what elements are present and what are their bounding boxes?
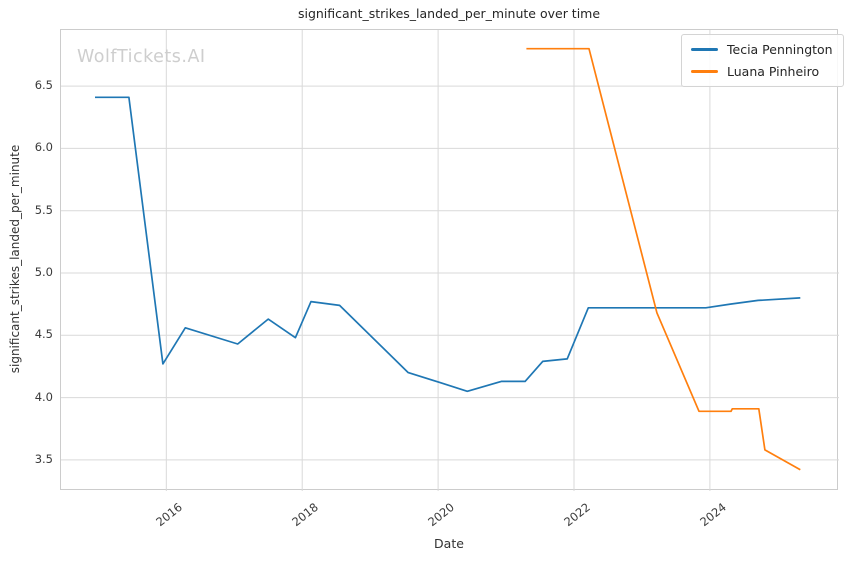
legend-label: Luana Pinheiro xyxy=(727,64,820,79)
x-tick-label: 2022 xyxy=(560,500,593,530)
x-tick-label: 2016 xyxy=(153,500,185,530)
legend-swatch-luana-pinheiro xyxy=(691,70,718,73)
y-tick-label: 6.0 xyxy=(34,140,53,155)
chart-canvas xyxy=(61,30,839,491)
y-tick-label: 4.5 xyxy=(34,327,53,342)
y-tick-label: 5.5 xyxy=(34,202,53,217)
watermark: WolfTickets.AI xyxy=(77,47,206,67)
plot-area: WolfTickets.AI Tecia Pennington Luana Pi… xyxy=(60,29,844,491)
legend-swatch-tecia-pennington xyxy=(691,48,718,51)
x-tick-label: 2018 xyxy=(289,500,321,530)
x-tick-label: 2020 xyxy=(425,500,457,530)
legend: Tecia Pennington Luana Pinheiro xyxy=(681,34,844,87)
chart-title: significant_strikes_landed_per_minute ov… xyxy=(297,6,601,21)
y-tick-label: 3.5 xyxy=(34,451,53,466)
legend-label: Tecia Pennington xyxy=(727,42,833,57)
x-axis-label: Date xyxy=(434,536,464,551)
legend-item: Luana Pinheiro xyxy=(691,64,833,79)
y-axis-label: significant_strikes_landed_per_minute xyxy=(8,144,22,374)
legend-item: Tecia Pennington xyxy=(691,42,833,57)
x-tick-label: 2024 xyxy=(696,500,729,530)
y-tick-label: 4.0 xyxy=(34,389,53,404)
y-tick-label: 5.0 xyxy=(34,265,53,279)
y-tick-label: 6.5 xyxy=(34,78,53,93)
